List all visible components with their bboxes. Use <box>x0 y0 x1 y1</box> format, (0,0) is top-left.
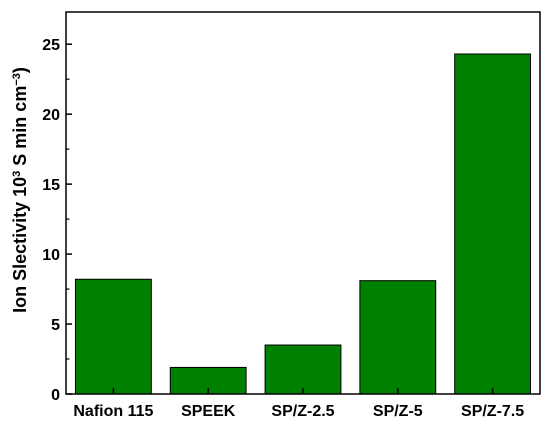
y-tick-label: 15 <box>42 177 60 194</box>
labels-group: 0 5 10 15 20 25 Nafion 115 SPEEK SP/Z-2.5 SP/Z-5 S… <box>42 37 524 420</box>
x-tick-label: SP/Z-2.5 <box>271 403 334 420</box>
x-tick-label: SP/Z-7.5 <box>461 403 524 420</box>
x-tick-label: SPEEK <box>181 403 236 420</box>
bars-group <box>74 53 532 395</box>
y-tick-label: 25 <box>42 37 60 54</box>
bar-sp-z-2-5 <box>264 344 342 395</box>
x-tick-label: Nafion 115 <box>73 403 153 420</box>
y-tick-label: 5 <box>51 317 60 334</box>
x-tick-label: SP/Z-5 <box>373 403 423 420</box>
bar-sp-z-5 <box>359 280 437 395</box>
y-tick-label: 20 <box>42 107 60 124</box>
y-tick-label: 0 <box>51 387 60 404</box>
y-axis-label: Ion Slectivity 103 S min cm−3) <box>10 67 30 313</box>
y-tick-label: 10 <box>42 247 60 264</box>
bar-nafion-115 <box>74 278 152 395</box>
bar-sp-z-7-5 <box>454 53 532 395</box>
ticks-group <box>66 43 494 395</box>
